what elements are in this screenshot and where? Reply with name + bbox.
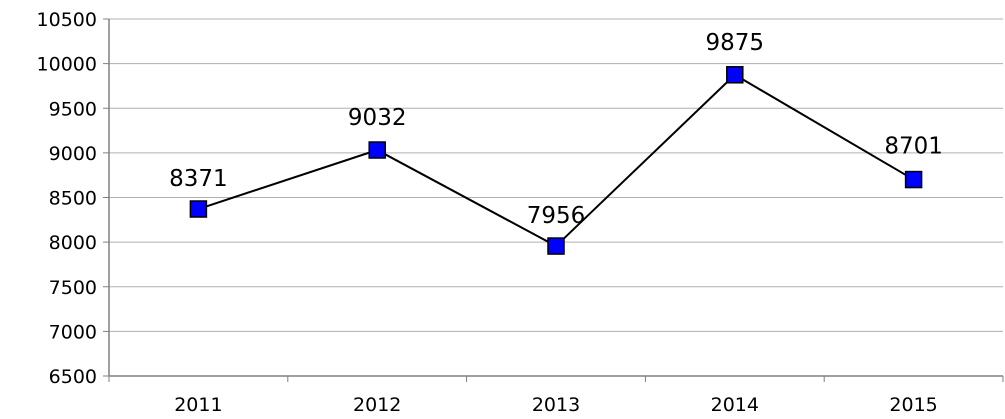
data-point-2011	[189, 200, 208, 218]
x-tick-label-2013: 2013	[532, 394, 580, 416]
y-tick-label-8000: 8000	[49, 232, 97, 254]
y-tick-label-6500: 6500	[49, 366, 97, 388]
x-tick-label-2012: 2012	[353, 394, 401, 416]
data-label-2011: 8371	[169, 166, 228, 192]
y-tick-label-7000: 7000	[49, 321, 97, 343]
x-tick-label-2011: 2011	[174, 394, 222, 416]
data-point-2014	[726, 66, 744, 84]
data-point-2012	[368, 141, 386, 159]
data-label-2015: 8701	[884, 134, 943, 160]
y-tick-label-8500: 8500	[49, 188, 97, 210]
data-label-2014: 9875	[706, 30, 765, 56]
data-point-2015	[904, 170, 923, 189]
y-tick-label-9500: 9500	[49, 98, 97, 120]
x-tick-label-2014: 2014	[711, 394, 759, 416]
x-tick-label-2015: 2015	[889, 394, 937, 416]
y-tick-label-9000: 9000	[49, 143, 97, 165]
y-tick-label-10500: 10500	[37, 9, 97, 31]
y-tick-label-10000: 10000	[37, 54, 97, 76]
data-label-2013: 7956	[527, 203, 586, 229]
data-label-2012: 9032	[348, 105, 407, 131]
data-point-2013	[547, 237, 565, 255]
y-tick-label-7500: 7500	[49, 277, 97, 299]
